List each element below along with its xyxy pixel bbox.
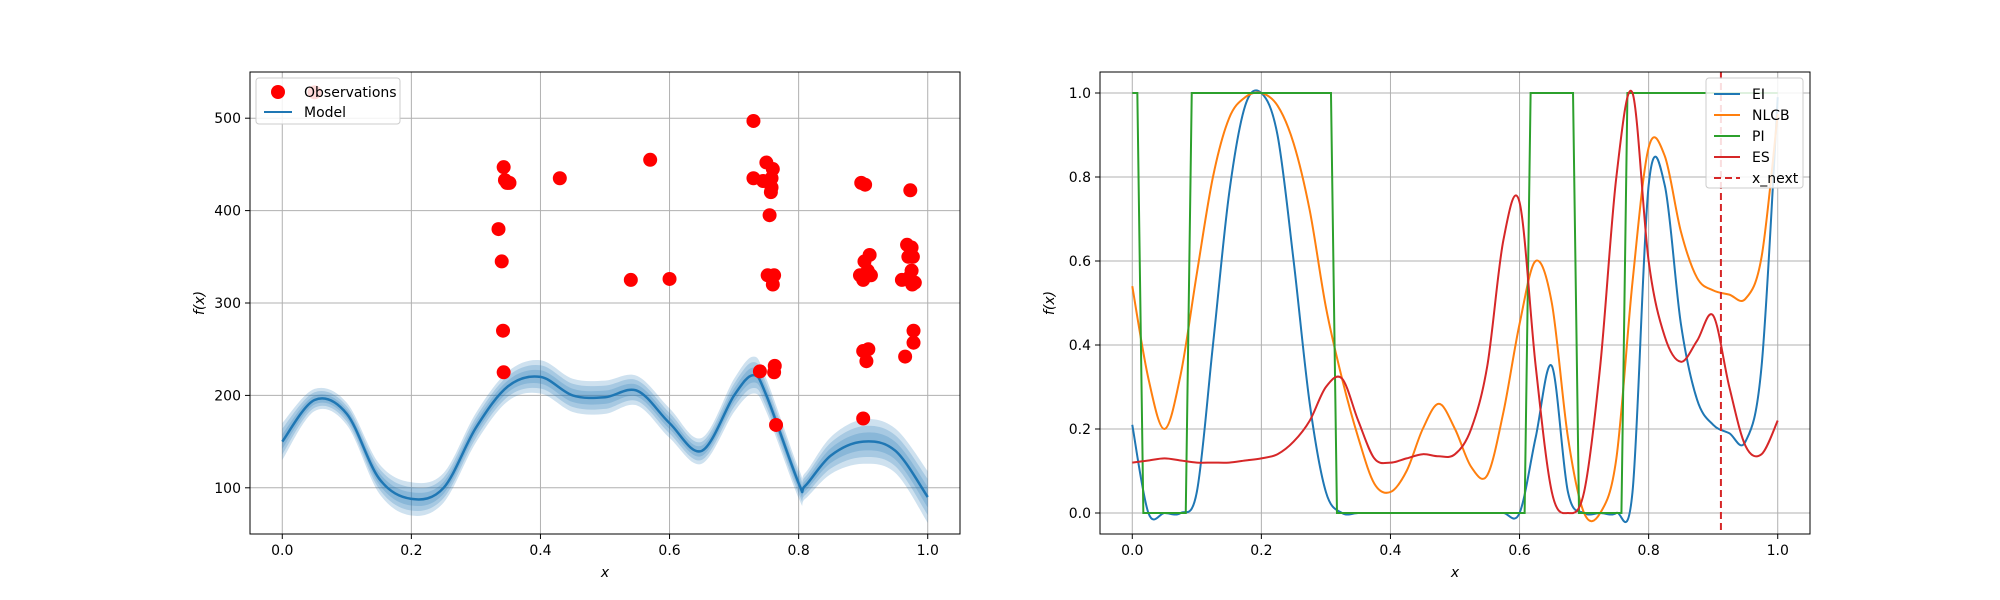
observation-point [502,175,517,190]
series-line-es [1132,89,1779,515]
y-tick-label: 0.2 [1069,422,1091,438]
observation-point [496,160,511,175]
observation-point [769,417,784,432]
observation-point [859,354,874,369]
y-axis-label: f(x) [1042,291,1058,315]
x-tick-label: 0.8 [788,543,810,559]
observation-point [904,263,919,278]
observation-point [552,171,567,186]
x-axis-label: x [1450,565,1460,581]
observation-point [752,364,767,379]
x-tick-label: 0.0 [271,543,293,559]
y-tick-label: 0.0 [1069,506,1091,522]
legend-label-pi: PI [1752,129,1765,145]
y-tick-label: 1.0 [1069,86,1091,102]
legend-label-observations: Observations [304,85,397,101]
legend-box [1705,77,1804,189]
y-axis-label: f(x) [192,291,208,315]
legend-label-model: Model [304,105,346,121]
observation-point [643,152,658,167]
y-tick-label: 300 [214,296,241,312]
legend-label-es: ES [1752,150,1770,166]
observation-point [856,411,871,426]
x-tick-label: 0.6 [658,543,680,559]
observation-point [903,183,918,198]
plot-area-right [1131,72,1779,534]
y-tick-label: 0.4 [1069,338,1091,354]
y-tick-label: 0.6 [1069,254,1091,270]
observation-point [862,247,877,262]
legend-marker-observations [271,85,285,99]
observation-point [496,323,511,338]
legend-label-ei: EI [1752,87,1765,103]
x-tick-label: 0.0 [1121,543,1143,559]
observation-point [496,365,511,380]
x-tick-label: 0.4 [529,543,551,559]
observation-point [762,208,777,223]
model-confidence-band [282,362,928,516]
x-tick-label: 0.6 [1508,543,1530,559]
y-tick-label: 0.8 [1069,170,1091,186]
observation-point [907,275,922,290]
x-tick-label: 1.0 [1767,543,1789,559]
model-mean-line [281,373,929,501]
series-line-ei [1131,89,1779,523]
chart-right-acquisition-functions: 0.0 0.2 0.4 0.6 0.8 1.0 0.0 0.2 0.4 0.6 0.8 1.0 x f(x… [1042,71,1811,581]
observation-point [905,249,920,264]
observation-point [898,349,913,364]
observation-point [906,323,921,338]
legend-label-nlcb: NLCB [1752,108,1790,124]
observation-point [861,342,876,357]
chart-left-observations-model: 0.0 0.2 0.4 0.6 0.8 1.0 100 200 300 400 500 x f(x) Ob… [192,71,961,581]
observation-point [746,113,761,128]
x-tick-label: 0.4 [1379,543,1401,559]
x-axis-label: x [600,565,610,581]
y-tick-label: 200 [214,388,241,404]
observation-point [662,271,677,286]
observation-point [858,177,873,192]
observation-point [906,335,921,350]
model-confidence-band [282,367,928,508]
x-tick-label: 0.2 [1250,543,1272,559]
legend-label-x-next: x_next [1752,171,1799,187]
x-tick-label: 1.0 [917,543,939,559]
y-tick-label: 500 [214,111,241,127]
series-line-pi [1132,92,1778,514]
observation-point [623,272,638,287]
observation-point [491,222,506,237]
observation-point [767,358,782,373]
model-confidence-band [282,356,928,523]
observation-point [863,268,878,283]
observation-point [765,162,780,177]
plot-frame [1099,71,1811,535]
observation-point [767,268,782,283]
x-tick-label: 0.2 [400,543,422,559]
plot-area-left [281,85,929,523]
x-tick-label: 0.8 [1638,543,1660,559]
series-line-nlcb [1131,91,1779,523]
legend-left: Observations Model [255,77,401,125]
observation-point [494,254,509,269]
y-tick-label: 100 [214,481,241,497]
legend-right: EI NLCB PI ES x_next [1705,77,1804,189]
y-tick-label: 400 [214,204,241,220]
